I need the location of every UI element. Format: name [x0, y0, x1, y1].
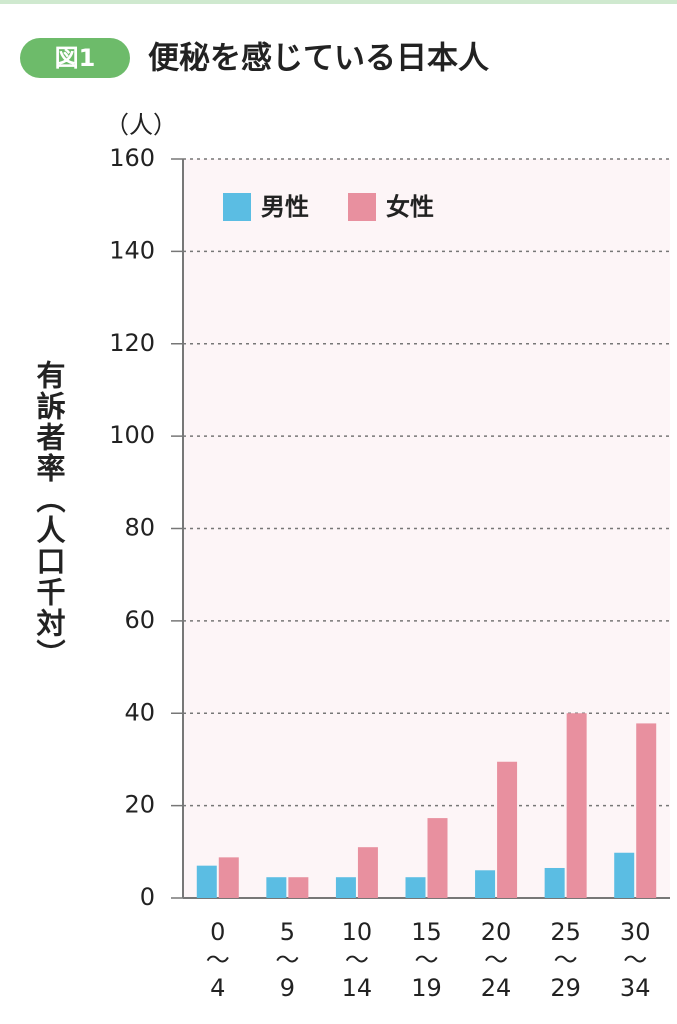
legend-label: 女性 — [386, 193, 434, 221]
y-axis-label: 有訴者率（人口千対） — [32, 360, 66, 670]
legend-label: 男性 — [261, 193, 309, 221]
bar — [427, 818, 448, 898]
unit: （人） — [105, 111, 177, 139]
bar — [288, 877, 309, 898]
legend-swatch — [348, 193, 376, 221]
bar — [566, 713, 587, 898]
bar — [405, 877, 426, 898]
bar — [636, 723, 657, 898]
bar — [497, 761, 518, 898]
top-rule — [0, 0, 677, 4]
legend-swatch — [223, 193, 251, 221]
y-tick-label: 60 — [124, 606, 155, 634]
x-tick-label: 20 〜 24 — [480, 918, 512, 1002]
y-tick-label: 40 — [124, 698, 155, 726]
bar — [218, 857, 239, 898]
x-tick-label: 10 〜 14 — [341, 918, 373, 1002]
bar — [335, 877, 356, 898]
plot-area — [183, 159, 670, 898]
y-tick-label: 20 — [124, 791, 155, 819]
y-tick-label: 140 — [109, 236, 155, 264]
x-tick-label: 0 〜 4 — [205, 918, 230, 1002]
bar — [357, 847, 378, 898]
bar — [614, 852, 635, 898]
chart-title: 便秘を感じている日本人 — [148, 41, 489, 77]
x-tick-label: 25 〜 29 — [550, 918, 581, 1002]
bar — [475, 870, 496, 898]
y-tick-label: 80 — [124, 514, 155, 542]
y-tick-label: 160 — [109, 144, 155, 172]
bar — [266, 877, 287, 898]
y-tick-label: 120 — [109, 329, 155, 357]
x-tick-label: 5 〜 9 — [275, 918, 300, 1002]
bar — [544, 867, 565, 898]
x-tick-label: 30 〜 34 — [619, 918, 651, 1002]
badge-text: 図1 — [55, 44, 96, 72]
y-tick-label: 100 — [109, 421, 155, 449]
y-tick-label: 0 — [140, 883, 155, 911]
x-tick-label: 15 〜 19 — [411, 918, 442, 1002]
bar — [196, 865, 217, 898]
badge — [20, 38, 130, 78]
